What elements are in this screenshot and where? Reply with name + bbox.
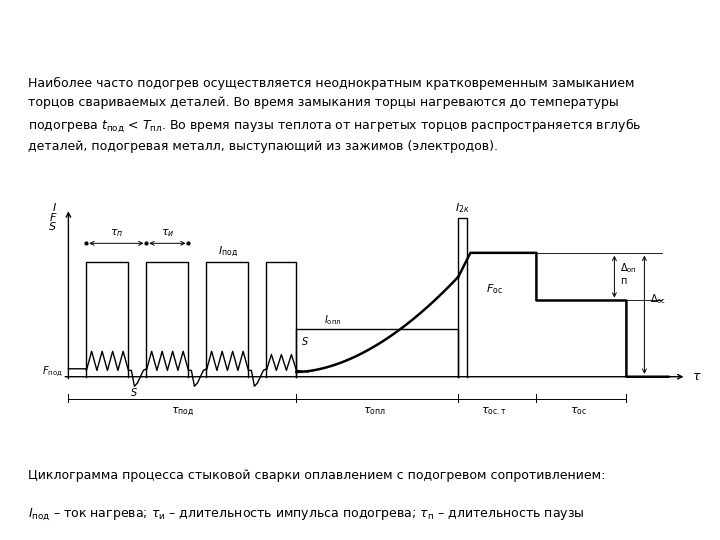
Text: S: S	[131, 388, 138, 397]
Text: F: F	[50, 213, 56, 223]
Text: $I_{2к}$: $I_{2к}$	[456, 201, 470, 215]
Text: $\tau_и$: $\tau_и$	[161, 227, 174, 239]
Text: I: I	[53, 204, 56, 213]
Text: $\tau_п$: $\tau_п$	[109, 227, 123, 239]
Text: $I_{\mathrm{под}}$ – ток нагрева; $\tau_{\mathrm{и}}$ – длительность импульса по: $I_{\mathrm{под}}$ – ток нагрева; $\tau_…	[28, 507, 585, 523]
Text: Наиболее часто подогрев осуществляется неоднократным кратковременным замыканием
: Наиболее часто подогрев осуществляется н…	[28, 77, 642, 153]
Text: Стыковая сварка оплавлением с предварительным
подогревом: Стыковая сварка оплавлением с предварите…	[120, 22, 600, 57]
Text: $I_{\mathrm{под}}$: $I_{\mathrm{под}}$	[218, 245, 238, 259]
Text: $\Delta_{\mathrm{ос}}$: $\Delta_{\mathrm{ос}}$	[650, 292, 667, 306]
Text: $\tau_{\mathrm{опл}}$: $\tau_{\mathrm{опл}}$	[363, 406, 386, 417]
Text: Циклограмма процесса стыковой сварки оплавлением с подогревом сопротивлением:: Циклограмма процесса стыковой сварки опл…	[28, 469, 606, 482]
Text: $\tau_{\mathrm{ос.т}}$: $\tau_{\mathrm{ос.т}}$	[482, 406, 508, 417]
Text: $F_{\mathrm{ос}}$: $F_{\mathrm{ос}}$	[486, 282, 503, 296]
Text: S: S	[49, 222, 56, 232]
Text: $\tau$: $\tau$	[693, 370, 702, 383]
Text: $\Delta_{\mathrm{оп}}$
п: $\Delta_{\mathrm{оп}}$ п	[621, 261, 637, 286]
Text: $\tau_{\mathrm{ос}}$: $\tau_{\mathrm{ос}}$	[570, 406, 587, 417]
Text: $I_{\mathrm{опл}}$: $I_{\mathrm{опл}}$	[324, 314, 341, 327]
Text: $\tau_{\mathrm{под}}$: $\tau_{\mathrm{под}}$	[171, 406, 194, 418]
Text: S: S	[302, 337, 309, 347]
Text: $F_{\mathrm{под}}$: $F_{\mathrm{под}}$	[42, 365, 63, 379]
